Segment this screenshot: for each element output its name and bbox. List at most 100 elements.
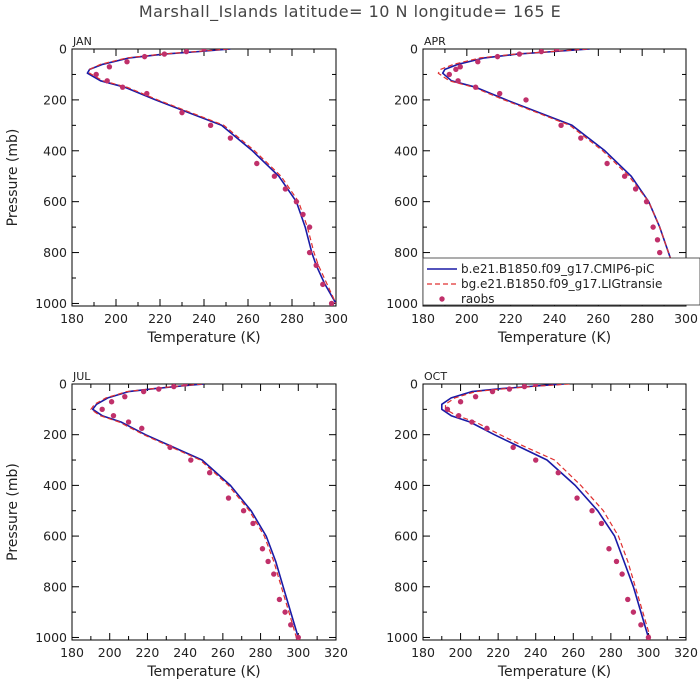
obs-point xyxy=(104,78,110,84)
panel-title: APR xyxy=(424,35,446,48)
x-tick-label: 280 xyxy=(249,645,273,660)
obs-point xyxy=(124,59,130,65)
x-tick-label: 320 xyxy=(324,645,348,660)
plot-frame xyxy=(71,383,337,641)
obs-point xyxy=(119,84,126,90)
obs-point xyxy=(643,198,650,205)
obs-point xyxy=(578,135,584,141)
y-tick-label: 200 xyxy=(394,92,418,107)
obs-point xyxy=(516,51,523,57)
x-tick-label: 200 xyxy=(449,645,473,660)
obs-point xyxy=(93,71,99,78)
y-tick-label: 1000 xyxy=(386,296,418,311)
obs-point xyxy=(276,596,283,603)
obs-point xyxy=(533,457,539,463)
x-tick-label: 180 xyxy=(60,311,84,326)
panel-title: JUL xyxy=(72,370,91,383)
x-tick-label: 220 xyxy=(135,645,159,660)
y-tick-label: 200 xyxy=(43,92,67,107)
obs-point xyxy=(630,609,637,615)
obs-point xyxy=(110,412,117,419)
obs-point xyxy=(144,90,150,97)
obs-point xyxy=(523,97,529,103)
obs-point xyxy=(282,186,289,192)
obs-point xyxy=(99,406,105,413)
y-tick-label: 0 xyxy=(410,377,418,392)
model-a-line xyxy=(440,384,650,638)
obs-point xyxy=(271,173,278,179)
obs-point xyxy=(654,237,661,243)
model-b-line xyxy=(444,384,651,638)
x-tick-label: 260 xyxy=(586,311,610,326)
obs-point xyxy=(510,444,516,451)
obs-point xyxy=(293,198,300,205)
plot-area xyxy=(90,384,301,640)
obs-point xyxy=(271,571,277,577)
obs-point xyxy=(489,388,496,395)
legend-box xyxy=(422,257,700,306)
obs-point xyxy=(240,508,247,514)
obs-point xyxy=(589,508,595,514)
obs-point xyxy=(457,64,463,70)
y-tick-label: 600 xyxy=(43,194,67,209)
x-tick-label: 200 xyxy=(98,645,122,660)
x-axis-title: Temperature (K) xyxy=(146,330,260,346)
legend-marker xyxy=(439,296,445,302)
obs-point xyxy=(506,386,513,392)
y-tick-label: 200 xyxy=(394,427,418,442)
y-tick-label: 800 xyxy=(43,579,67,594)
obs-point xyxy=(250,520,256,527)
obs-point xyxy=(613,558,620,565)
y-tick-label: 400 xyxy=(43,478,67,493)
x-tick-label: 280 xyxy=(599,645,623,660)
x-tick-label: 240 xyxy=(173,645,197,660)
obs-point xyxy=(455,412,462,419)
x-tick-label: 280 xyxy=(630,311,654,326)
obs-point xyxy=(125,419,132,425)
panel-title: OCT xyxy=(424,370,447,383)
obs-point xyxy=(558,122,564,129)
x-tick-label: 280 xyxy=(280,311,304,326)
x-tick-label: 180 xyxy=(411,645,435,660)
obs-point xyxy=(328,300,335,306)
panel-title: JAN xyxy=(72,35,92,48)
obs-point xyxy=(621,173,628,179)
y-tick-label: 0 xyxy=(59,377,67,392)
panel-jan: JAN 180 200 220 240 260 280 300 0 200 400 600 800 100… xyxy=(5,35,348,346)
obs-point xyxy=(472,393,479,400)
obs-point xyxy=(254,160,260,167)
obs-point xyxy=(457,399,464,405)
y-tick-label: 0 xyxy=(410,42,418,57)
obs-point xyxy=(650,224,656,230)
y-tick-label: 800 xyxy=(394,245,418,260)
x-tick-label: 240 xyxy=(543,311,567,326)
model-b-line xyxy=(90,384,297,638)
obs-point xyxy=(183,49,190,55)
model-b-line xyxy=(88,49,336,304)
obs-point xyxy=(538,49,545,55)
obs-point xyxy=(282,609,288,615)
obs-point xyxy=(156,386,162,392)
obs-point xyxy=(259,546,266,552)
x-tick-label: 260 xyxy=(561,645,585,660)
legend: b.e21.B1850.f09_g17.CMIP6-piCbg.e21.B185… xyxy=(422,257,700,306)
y-axis-title: Pressure (mb) xyxy=(5,463,21,561)
obs-point xyxy=(141,53,148,60)
y-tick-label: 1000 xyxy=(35,630,67,645)
x-tick-label: 260 xyxy=(211,645,235,660)
y-tick-label: 1000 xyxy=(386,630,418,645)
legend-label: bg.e21.B1850.f09_g17.LIGtransie xyxy=(461,277,662,291)
y-tick-label: 600 xyxy=(43,529,67,544)
y-tick-label: 400 xyxy=(394,478,418,493)
obs-point xyxy=(645,634,652,640)
obs-point xyxy=(446,71,452,78)
y-tick-label: 400 xyxy=(43,143,67,158)
obs-point xyxy=(497,90,503,97)
y-tick-label: 0 xyxy=(59,42,67,57)
obs-point xyxy=(227,135,234,141)
obs-point xyxy=(106,64,113,70)
obs-point xyxy=(657,249,663,256)
obs-point xyxy=(638,622,644,628)
x-tick-label: 320 xyxy=(674,645,698,660)
model-a-line xyxy=(86,49,336,304)
